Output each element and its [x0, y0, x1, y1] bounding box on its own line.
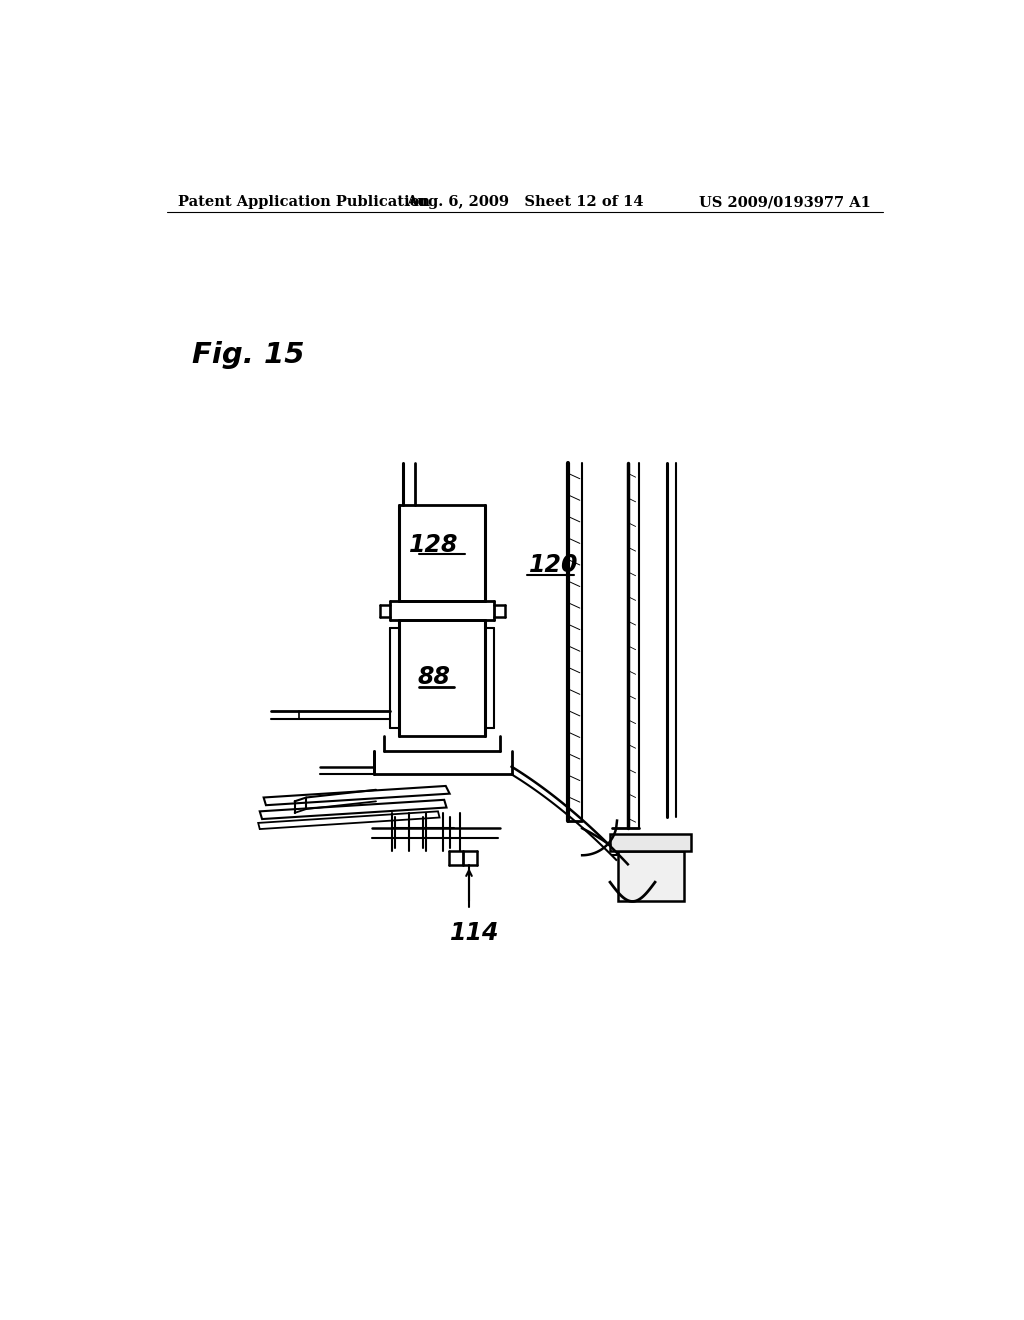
Text: 120: 120 — [529, 553, 579, 577]
Polygon shape — [610, 834, 690, 851]
Text: Fig. 15: Fig. 15 — [191, 341, 304, 368]
Text: 128: 128 — [410, 533, 459, 557]
Text: Aug. 6, 2009   Sheet 12 of 14: Aug. 6, 2009 Sheet 12 of 14 — [407, 195, 643, 210]
Text: US 2009/0193977 A1: US 2009/0193977 A1 — [698, 195, 870, 210]
Polygon shape — [617, 851, 684, 902]
Text: 88: 88 — [418, 664, 451, 689]
Text: Patent Application Publication: Patent Application Publication — [178, 195, 430, 210]
Polygon shape — [263, 785, 450, 805]
Text: 114: 114 — [451, 921, 500, 945]
Polygon shape — [260, 800, 446, 818]
Polygon shape — [258, 812, 439, 829]
